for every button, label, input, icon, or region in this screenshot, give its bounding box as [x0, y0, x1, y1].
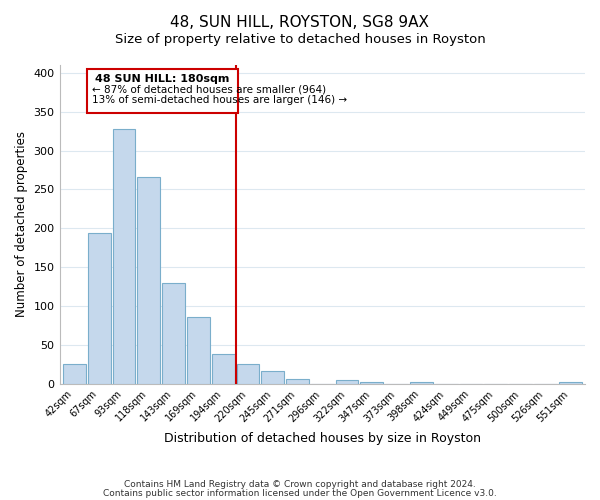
Bar — [187, 317, 210, 384]
Bar — [361, 382, 383, 384]
Bar — [87, 69, 238, 113]
Bar — [113, 129, 136, 384]
Bar — [559, 382, 581, 384]
Text: 48 SUN HILL: 180sqm: 48 SUN HILL: 180sqm — [95, 74, 230, 85]
Bar — [410, 382, 433, 384]
Bar — [212, 354, 235, 384]
Bar — [137, 177, 160, 384]
Bar — [88, 233, 110, 384]
Bar — [261, 370, 284, 384]
Text: Contains public sector information licensed under the Open Government Licence v3: Contains public sector information licen… — [103, 488, 497, 498]
Y-axis label: Number of detached properties: Number of detached properties — [15, 132, 28, 318]
Bar — [286, 379, 309, 384]
Text: Size of property relative to detached houses in Royston: Size of property relative to detached ho… — [115, 32, 485, 46]
Bar — [162, 283, 185, 384]
X-axis label: Distribution of detached houses by size in Royston: Distribution of detached houses by size … — [164, 432, 481, 445]
Text: ← 87% of detached houses are smaller (964): ← 87% of detached houses are smaller (96… — [92, 84, 326, 94]
Text: 13% of semi-detached houses are larger (146) →: 13% of semi-detached houses are larger (… — [92, 96, 347, 106]
Text: Contains HM Land Registry data © Crown copyright and database right 2024.: Contains HM Land Registry data © Crown c… — [124, 480, 476, 489]
Bar — [335, 380, 358, 384]
Text: 48, SUN HILL, ROYSTON, SG8 9AX: 48, SUN HILL, ROYSTON, SG8 9AX — [170, 15, 430, 30]
Bar — [63, 364, 86, 384]
Bar — [236, 364, 259, 384]
